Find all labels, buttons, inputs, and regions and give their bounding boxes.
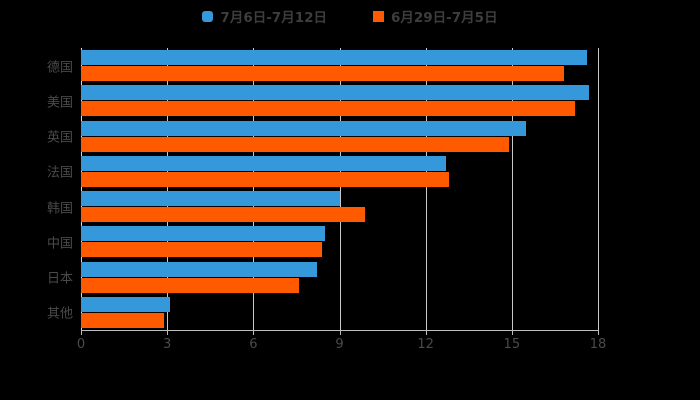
x-axis-tick-12 xyxy=(425,330,427,335)
bar[interactable] xyxy=(81,191,340,207)
legend-item-series-1[interactable]: 7月6日-7月12日 xyxy=(202,6,327,26)
legend-label-series-1: 7月6日-7月12日 xyxy=(220,10,327,26)
x-axis-tick-6 xyxy=(253,330,255,335)
bar[interactable] xyxy=(81,242,323,258)
square-marker-icon xyxy=(373,10,384,22)
bar[interactable] xyxy=(81,312,165,328)
y-axis-labels: 德国美国英国法国韩国中国日本其他 xyxy=(0,48,73,330)
bar-group xyxy=(81,119,598,154)
y-axis-label-8: 其他 xyxy=(46,306,73,322)
bar-group xyxy=(81,260,598,295)
bar-group xyxy=(81,154,598,189)
gridline-0 xyxy=(81,48,82,330)
legend-item-series-2[interactable]: 6月29日-7月5日 xyxy=(373,6,498,26)
y-axis-label-5: 韩国 xyxy=(46,201,73,217)
x-axis-label-15: 15 xyxy=(503,337,521,352)
bar-group xyxy=(81,83,598,118)
bar[interactable] xyxy=(81,277,300,293)
x-axis-label-0: 0 xyxy=(76,337,86,352)
bar[interactable] xyxy=(81,261,317,277)
x-axis-tick-3 xyxy=(167,330,169,335)
bar-group xyxy=(81,295,598,330)
legend-label-series-2: 6月29日-7月5日 xyxy=(391,10,498,26)
bar[interactable] xyxy=(81,155,446,171)
bar-group xyxy=(81,189,598,224)
bar[interactable] xyxy=(81,50,587,66)
y-axis-label-1: 德国 xyxy=(46,60,73,76)
gridline-6 xyxy=(253,48,255,330)
x-axis-tick-0 xyxy=(81,330,82,335)
bar[interactable] xyxy=(81,226,326,242)
plot-area xyxy=(81,48,599,330)
y-axis-label-6: 中国 xyxy=(46,236,73,252)
y-axis-label-3: 英国 xyxy=(46,130,73,146)
bar[interactable] xyxy=(81,66,564,82)
bar[interactable] xyxy=(81,171,449,187)
x-axis-label-9: 9 xyxy=(335,337,344,352)
gridline-18 xyxy=(598,48,599,330)
bar[interactable] xyxy=(81,85,590,101)
circle-marker-icon xyxy=(202,10,214,22)
x-axis-label-3: 3 xyxy=(163,337,172,352)
bar-group xyxy=(81,224,598,259)
x-axis-label-18: 18 xyxy=(589,337,607,352)
x-axis-label-12: 12 xyxy=(417,337,434,352)
y-axis-label-2: 美国 xyxy=(46,95,73,111)
chart-legend: 7月6日-7月12日 6月29日-7月5日 xyxy=(0,6,700,26)
gridline-9 xyxy=(339,48,341,330)
x-axis-tick-9 xyxy=(339,330,341,335)
bar-group xyxy=(81,48,598,83)
x-axis-tick-18 xyxy=(598,330,599,335)
bar[interactable] xyxy=(81,207,366,223)
x-axis-label-6: 6 xyxy=(249,337,258,352)
y-axis-label-4: 法国 xyxy=(46,165,73,181)
gridline-15 xyxy=(511,48,513,330)
bar[interactable] xyxy=(81,120,527,136)
x-axis-tick-15 xyxy=(511,330,513,335)
bar[interactable] xyxy=(81,101,576,117)
bar[interactable] xyxy=(81,136,509,152)
gridline-12 xyxy=(425,48,427,330)
bar[interactable] xyxy=(81,296,171,312)
gridline-3 xyxy=(167,48,169,330)
y-axis-label-7: 日本 xyxy=(46,271,73,287)
